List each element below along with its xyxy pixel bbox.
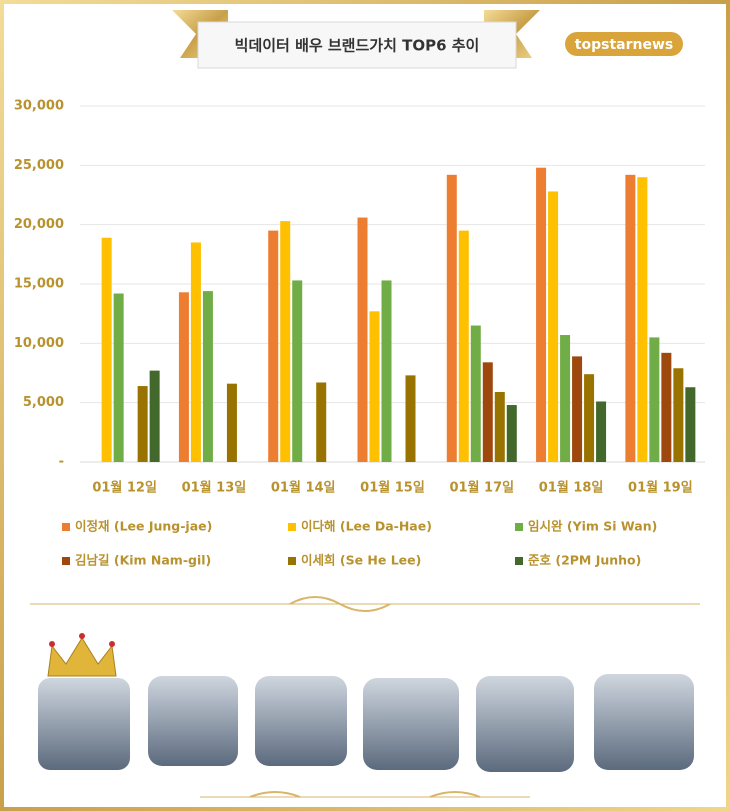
bar	[190, 242, 201, 462]
photo	[594, 674, 694, 770]
bar	[673, 368, 684, 462]
bar	[357, 217, 368, 462]
photo	[476, 676, 574, 772]
bar	[649, 337, 660, 462]
photo	[255, 676, 347, 766]
y-tick-label: -	[59, 455, 64, 470]
bar	[572, 356, 583, 462]
legend-label: 이다해 (Lee Da-Hae)	[301, 519, 432, 534]
bar	[596, 401, 607, 462]
bar	[316, 382, 327, 462]
y-tick-label: 15,000	[14, 277, 64, 292]
legend-label: 임시완 (Yim Si Wan)	[528, 519, 657, 534]
x-tick-label: 01월 18일	[539, 480, 604, 496]
legend-swatch	[288, 557, 296, 565]
bar	[369, 311, 380, 462]
legend-label: 김남길 (Kim Nam-gil)	[75, 553, 211, 568]
legend-swatch	[515, 523, 523, 531]
bar	[482, 362, 493, 462]
photo	[363, 678, 459, 770]
bar	[661, 352, 672, 462]
bar	[637, 177, 648, 462]
bar	[446, 174, 457, 462]
crown-icon	[47, 633, 117, 677]
bar	[625, 174, 636, 462]
bar	[470, 325, 481, 462]
bar	[202, 291, 213, 462]
x-tick-label: 01월 19일	[628, 480, 693, 496]
x-tick-label: 01월 12일	[92, 480, 157, 496]
bar	[536, 167, 547, 462]
y-tick-label: 20,000	[14, 217, 64, 232]
bar	[405, 375, 416, 462]
photo	[38, 678, 130, 770]
bar	[560, 335, 571, 462]
x-tick-label: 01월 17일	[449, 480, 514, 496]
bar	[584, 374, 595, 462]
bar	[226, 383, 237, 462]
bar	[101, 237, 112, 462]
legend-swatch	[288, 523, 296, 531]
bar	[268, 230, 279, 462]
x-tick-label: 01월 14일	[271, 480, 336, 496]
divider	[30, 596, 700, 798]
bar	[292, 280, 303, 462]
bar	[280, 221, 291, 462]
y-tick-label: 25,000	[14, 158, 64, 173]
y-tick-label: 30,000	[14, 99, 64, 114]
bar	[381, 280, 392, 462]
x-tick-label: 01월 15일	[360, 480, 425, 496]
chart-title: 빅데이터 배우 브랜드가치 TOP6 추이	[235, 37, 480, 55]
chart-area: - 5,000 10,000 15,000 20,000 25,000 30,000 01월 …	[14, 99, 705, 568]
logo-badge	[565, 32, 683, 56]
y-tick-label: 5,000	[23, 395, 64, 410]
legend-label: 이정재 (Lee Jung-jae)	[75, 519, 212, 534]
bar	[137, 386, 148, 462]
legend-label: 준호 (2PM Junho)	[528, 553, 641, 568]
logo: topstarnews	[575, 37, 673, 53]
bar	[548, 191, 559, 462]
legend-swatch	[62, 523, 70, 531]
photo-row	[38, 674, 694, 772]
x-tick-label: 01월 13일	[182, 480, 247, 496]
legend-label: 이세희 (Se He Lee)	[301, 553, 421, 568]
bar	[685, 387, 696, 462]
bar	[149, 370, 160, 462]
bar	[494, 391, 505, 462]
bar	[113, 293, 124, 462]
y-tick-label: 10,000	[14, 336, 64, 351]
photo	[148, 676, 238, 766]
bar	[178, 292, 189, 462]
legend-swatch	[515, 557, 523, 565]
bar	[506, 405, 517, 462]
legend-swatch	[62, 557, 70, 565]
bar	[458, 230, 469, 462]
title-ribbon	[172, 10, 540, 69]
